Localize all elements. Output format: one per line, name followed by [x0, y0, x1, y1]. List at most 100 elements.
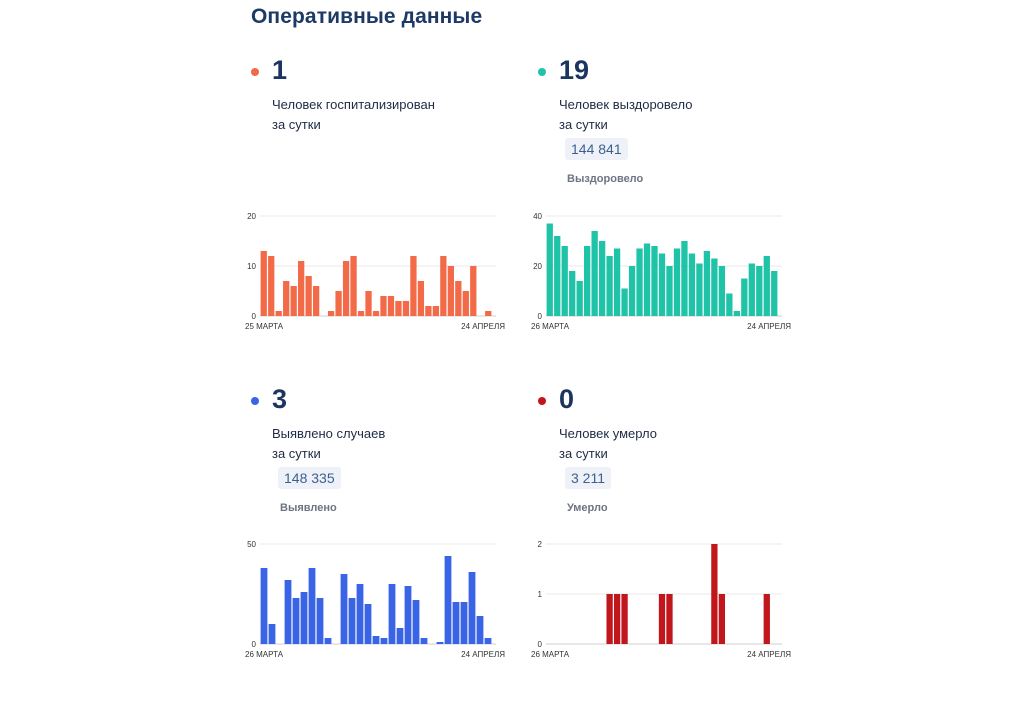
- recovered-dot: [538, 68, 546, 76]
- y-tick-label: 0: [538, 640, 543, 649]
- recovered-bar: [546, 223, 553, 316]
- cases-bar: [396, 628, 404, 644]
- hospitalized-bar: [395, 301, 402, 316]
- cases-dot: [251, 397, 259, 405]
- hospitalized-bar: [335, 291, 342, 316]
- hospitalized-panel: 1 Человек госпитализирован за сутки: [251, 55, 541, 375]
- deaths-bar: [658, 594, 666, 644]
- deaths-desc-line2: за сутки: [559, 446, 608, 461]
- recovered-bar: [598, 241, 606, 316]
- recovered-bar: [628, 266, 636, 316]
- recovered-bar: [606, 256, 613, 316]
- x-end-label: 24 АПРЕЛЯ: [747, 322, 791, 331]
- recovered-bar: [688, 253, 696, 316]
- deaths-panel: 0 Человек умерло за сутки 3 211 Умерло: [538, 384, 828, 704]
- cases-bar: [412, 600, 420, 644]
- recovered-bar: [643, 243, 651, 316]
- recovered-total-label: Выздоровело: [567, 173, 644, 185]
- cases-bar: [348, 598, 356, 644]
- recovered-bar: [718, 266, 726, 316]
- hospitalized-bar: [357, 311, 365, 316]
- recovered-bar: [636, 248, 643, 316]
- hospitalized-bar: [432, 306, 440, 316]
- recovered-bar: [763, 256, 770, 316]
- hospitalized-bar: [372, 311, 380, 316]
- recovered-bar: [711, 258, 718, 316]
- hospitalized-bar: [365, 291, 372, 316]
- cases-bar: [436, 642, 444, 644]
- hospitalized-bar: [327, 311, 335, 316]
- cases-desc-line2: за сутки: [272, 446, 321, 461]
- y-tick-label: 20: [533, 262, 542, 271]
- hospitalized-desc-line2: за сутки: [272, 117, 321, 132]
- recovered-bar: [748, 263, 755, 316]
- y-tick-label: 0: [252, 640, 257, 649]
- recovered-bar: [576, 281, 583, 316]
- cases-bar: [388, 584, 396, 644]
- recovered-bar: [658, 253, 666, 316]
- deaths-bar: [763, 594, 770, 644]
- recovered-bar: [696, 263, 703, 316]
- page-title: Оперативные данные: [251, 5, 483, 28]
- deaths-bar: [666, 594, 673, 644]
- deaths-total: 3 211: [565, 467, 611, 489]
- deaths-dot: [538, 397, 546, 405]
- recovered-bar: [621, 288, 628, 316]
- recovered-bar: [561, 246, 568, 316]
- cases-bar: [300, 592, 308, 644]
- cases-count: 3: [272, 384, 288, 414]
- recovered-bar: [733, 311, 740, 316]
- cases-bar: [452, 602, 460, 644]
- hospitalized-bar: [298, 261, 305, 316]
- hospitalized-bar: [268, 256, 275, 316]
- hospitalized-bar: [417, 281, 425, 316]
- hospitalized-bar: [380, 296, 387, 316]
- cases-bar: [380, 638, 388, 644]
- recovered-bar: [756, 266, 763, 316]
- hospitalized-desc-line1: Человек госпитализирован: [272, 97, 435, 112]
- cases-bar: [340, 574, 348, 644]
- deaths-bar: [613, 594, 621, 644]
- cases-bar: [316, 598, 324, 644]
- hospitalized-bar: [410, 256, 417, 316]
- recovered-bar: [613, 248, 621, 316]
- recovered-description: Человек выздоровело за сутки: [559, 95, 692, 135]
- recovered-bar: [673, 248, 681, 316]
- cases-chart: 0 50 26 МАРТА 24 АПРЕЛЯ: [245, 540, 505, 659]
- x-start-label: 26 МАРТА: [245, 650, 284, 659]
- cases-bar: [404, 586, 412, 644]
- cases-bar: [308, 568, 316, 644]
- cases-desc-line1: Выявлено случаев: [272, 426, 386, 441]
- deaths-total-label: Умерло: [567, 502, 608, 514]
- x-start-label: 25 МАРТА: [245, 322, 284, 331]
- cases-bar: [460, 602, 468, 644]
- hospitalized-bar: [275, 311, 282, 316]
- cases-bar: [484, 638, 492, 644]
- deaths-bar: [711, 544, 718, 644]
- hospitalized-bar: [342, 261, 350, 316]
- cases-bar: [324, 638, 332, 644]
- deaths-bar: [621, 594, 628, 644]
- y-tick-label: 10: [247, 262, 256, 271]
- deaths-chart: 0 1 2 26 МАРТА 24 АПРЕЛЯ: [531, 540, 791, 659]
- recovered-panel: 19 Человек выздоровело за сутки 144 841 …: [538, 55, 828, 375]
- recovered-bar: [771, 271, 778, 316]
- cases-bar: [420, 638, 428, 644]
- recovered-bar: [554, 236, 561, 316]
- y-tick-label: 0: [538, 312, 543, 321]
- cases-description: Выявлено случаев за сутки: [272, 424, 385, 464]
- y-tick-label: 2: [538, 540, 543, 549]
- cases-bar: [268, 624, 276, 644]
- hospitalized-bar: [447, 266, 454, 316]
- y-tick-label: 40: [533, 212, 542, 221]
- hospitalized-bar: [312, 286, 320, 316]
- y-tick-label: 20: [247, 212, 256, 221]
- x-start-label: 26 МАРТА: [531, 322, 570, 331]
- y-tick-label: 0: [252, 312, 257, 321]
- hospitalized-count: 1: [272, 55, 288, 85]
- hospitalized-dot: [251, 68, 259, 76]
- cases-bar: [364, 604, 372, 644]
- deaths-description: Человек умерло за сутки: [559, 424, 657, 464]
- recovered-bar: [681, 241, 688, 316]
- recovered-bar: [651, 246, 658, 316]
